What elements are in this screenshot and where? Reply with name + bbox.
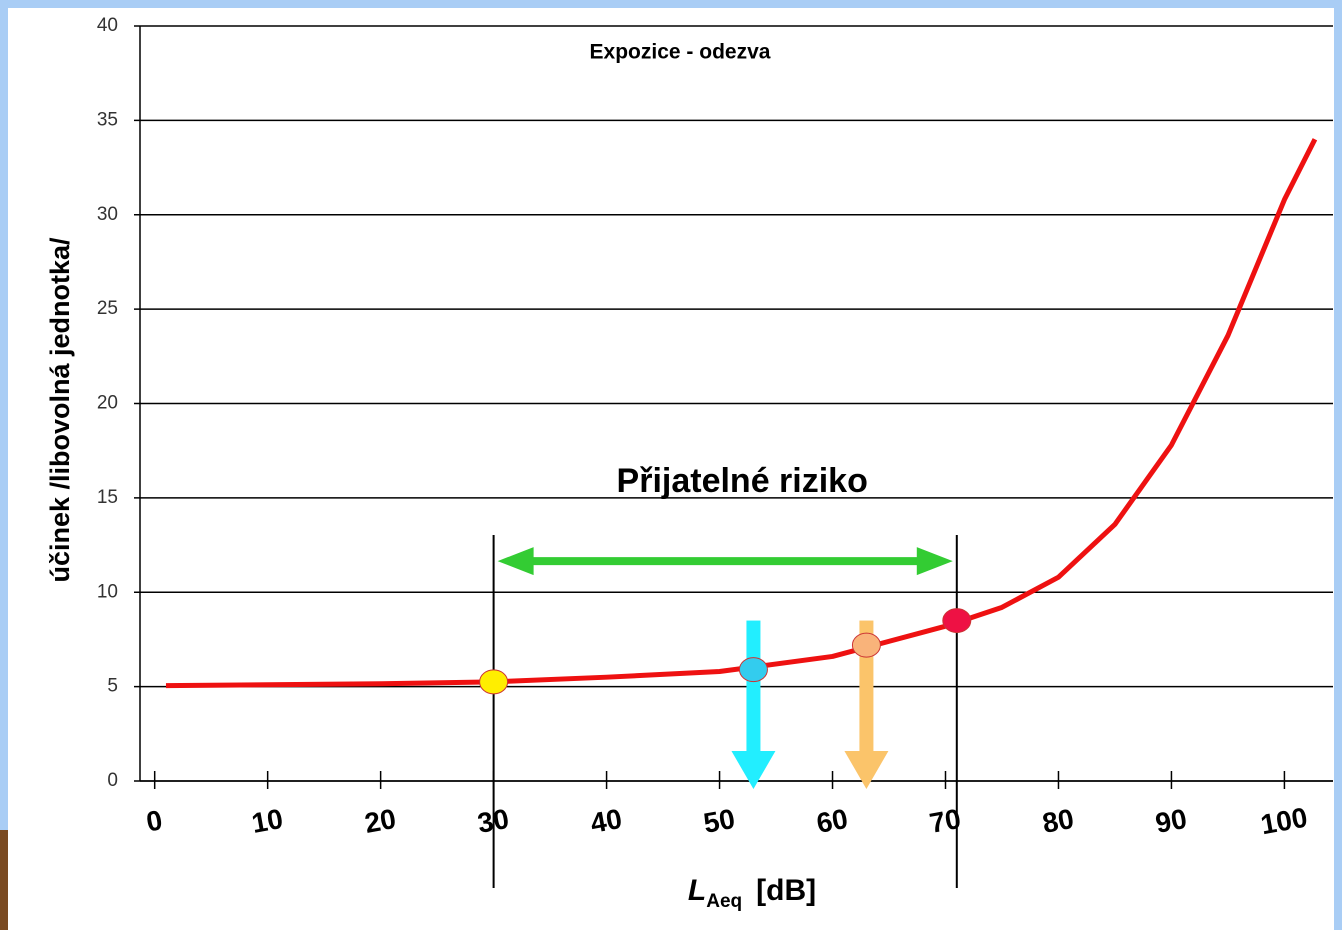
arrow-shaft <box>746 621 760 753</box>
chart: Expozice - odezva účinek /libovolná jedn… <box>0 0 1342 930</box>
x-tick-label: 20 <box>362 803 398 839</box>
y-tick-label: 0 <box>107 770 118 791</box>
x-label-symbol: L <box>688 874 706 907</box>
x-label-unit: [dB] <box>756 874 816 907</box>
y-tick-label: 5 <box>107 676 118 697</box>
y-tick-label: 40 <box>97 15 118 36</box>
y-tick-label: 15 <box>97 487 118 508</box>
x-tick-label: 80 <box>1040 803 1076 839</box>
highlight-point <box>739 658 767 682</box>
x-tick-label: 90 <box>1153 803 1189 839</box>
range-label: Přijatelné riziko <box>617 462 868 500</box>
chart-title: Expozice - odezva <box>590 41 771 64</box>
y-tick-label: 25 <box>97 298 118 319</box>
y-tick-label: 20 <box>97 393 118 414</box>
y-tick-label: 35 <box>97 109 118 130</box>
page: Expozice - odezva účinek /libovolná jedn… <box>0 0 1342 930</box>
highlight-point <box>480 670 508 694</box>
x-tick-label: 40 <box>588 803 624 839</box>
photo-fragment <box>0 830 8 930</box>
y-tick-label: 10 <box>97 581 118 602</box>
highlight-point <box>943 609 971 633</box>
highlight-point <box>852 633 880 657</box>
x-tick-label: 60 <box>814 803 850 839</box>
x-tick-label: 50 <box>701 803 737 839</box>
x-label-subscript: Aeq <box>706 891 742 912</box>
y-axis-label: účinek /libovolná jednotka/ <box>45 237 75 583</box>
y-tick-label: 30 <box>97 204 118 225</box>
x-tick-label: 10 <box>249 803 285 839</box>
